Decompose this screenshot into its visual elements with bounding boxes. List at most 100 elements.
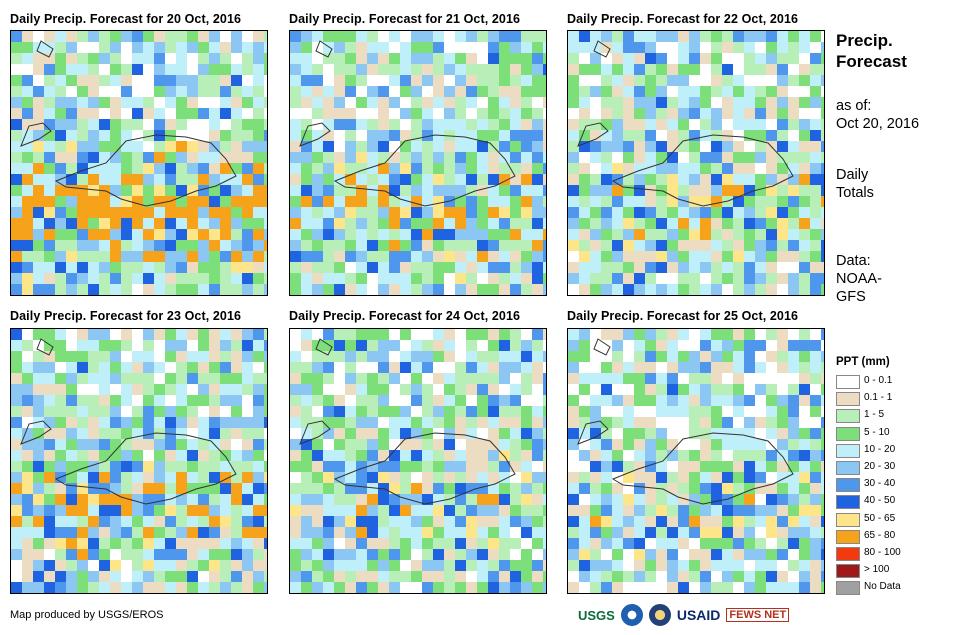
precip-cell [455, 362, 466, 373]
precip-cell [411, 538, 422, 549]
precip-cell [99, 329, 110, 340]
precip-cell [143, 582, 154, 593]
precip-cell [220, 505, 231, 516]
legend-label: 20 - 30 [864, 460, 896, 472]
precip-cell [345, 152, 356, 163]
precip-cell [612, 571, 623, 582]
precip-cell [176, 340, 187, 351]
precip-cell [367, 295, 378, 296]
precip-cell [667, 174, 678, 185]
precip-cell [209, 516, 220, 527]
precip-cell [198, 262, 209, 273]
precip-cell [378, 494, 389, 505]
precip-cell [132, 384, 143, 395]
precip-cell [198, 362, 209, 373]
precip-cell [389, 582, 400, 593]
precip-cell [623, 240, 634, 251]
precip-cell [154, 229, 165, 240]
precip-cell [334, 229, 345, 240]
precip-cell [66, 527, 77, 538]
precip-cell [11, 538, 22, 549]
precip-cell [110, 505, 121, 516]
precip-cell [499, 483, 510, 494]
precip-cell [634, 207, 645, 218]
precip-cell [488, 373, 499, 384]
precip-cell [612, 53, 623, 64]
precip-cell [55, 262, 66, 273]
precip-cell [242, 284, 253, 295]
precip-cell [700, 494, 711, 505]
usgs-logo: USGS [578, 607, 615, 623]
precip-cell [755, 362, 766, 373]
precip-cell [799, 329, 810, 340]
precip-cell [323, 373, 334, 384]
precip-cell [568, 472, 579, 483]
precip-cell [744, 571, 755, 582]
precip-cell [220, 329, 231, 340]
precip-cell [755, 538, 766, 549]
precip-cell [755, 53, 766, 64]
precip-cell [678, 527, 689, 538]
precip-cell [367, 571, 378, 582]
precip-cell [253, 130, 264, 141]
precip-cell [389, 163, 400, 174]
precip-cell [433, 439, 444, 450]
precip-cell [645, 262, 656, 273]
precip-cell [242, 163, 253, 174]
precip-cell [55, 196, 66, 207]
precip-cell [220, 284, 231, 295]
precip-cell [711, 472, 722, 483]
precip-cell [55, 185, 66, 196]
precip-cell [400, 240, 411, 251]
precip-cell [821, 384, 824, 395]
precip-cell [345, 483, 356, 494]
precip-cell [88, 207, 99, 218]
precip-cell [220, 130, 231, 141]
precip-cell [499, 450, 510, 461]
precip-cell [301, 53, 312, 64]
precip-cell [345, 86, 356, 97]
precip-cell [231, 240, 242, 251]
precip-cell [711, 295, 722, 296]
precip-cell [667, 141, 678, 152]
precip-cell [356, 516, 367, 527]
precip-cell [110, 428, 121, 439]
precip-cell [422, 516, 433, 527]
precip-cell [821, 185, 824, 196]
precip-cell [367, 340, 378, 351]
precip-cell [733, 174, 744, 185]
precip-cell [345, 428, 356, 439]
precip-cell [810, 549, 821, 560]
panel-title-3: Daily Precip. Forecast for 22 Oct, 2016 [567, 12, 799, 26]
precip-map-panel-5 [289, 328, 547, 594]
precip-cell [444, 119, 455, 130]
precip-cell [488, 472, 499, 483]
precip-cell [799, 119, 810, 130]
precip-cell [477, 163, 488, 174]
precip-cell [143, 560, 154, 571]
precip-cell [323, 329, 334, 340]
precip-cell [66, 593, 77, 594]
precip-cell [590, 185, 601, 196]
precip-cell [788, 240, 799, 251]
precip-cell [777, 218, 788, 229]
precip-cell [290, 119, 301, 130]
precip-cell [499, 428, 510, 439]
panel-title-5: Daily Precip. Forecast for 24 Oct, 2016 [289, 309, 521, 323]
precip-cell [499, 538, 510, 549]
precip-cell [378, 174, 389, 185]
precip-cell [466, 284, 477, 295]
precip-cell [345, 351, 356, 362]
precip-cell [444, 185, 455, 196]
precip-cell [444, 141, 455, 152]
precip-cell [165, 218, 176, 229]
precip-cell [242, 461, 253, 472]
precip-cell [143, 362, 154, 373]
precip-cell [389, 75, 400, 86]
precip-cell [209, 450, 220, 461]
precip-cell [400, 53, 411, 64]
precip-cell [356, 284, 367, 295]
precip-cell [334, 505, 345, 516]
precip-cell [400, 262, 411, 273]
precip-cell [33, 141, 44, 152]
